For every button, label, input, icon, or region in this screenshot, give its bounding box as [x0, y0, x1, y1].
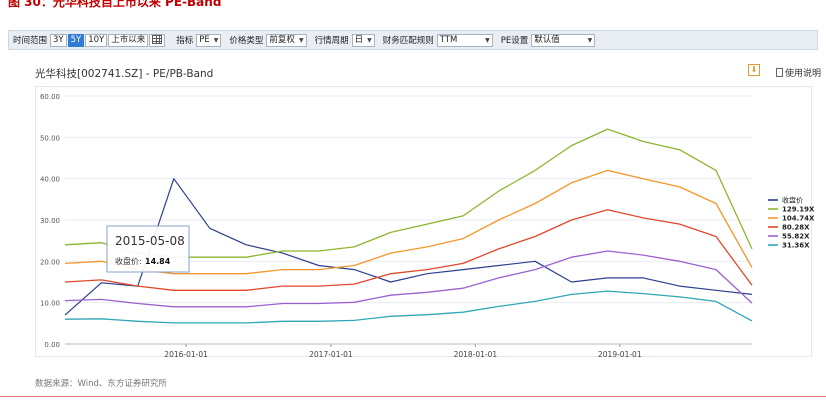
- chevron-down-icon: ▼: [587, 36, 593, 44]
- legend-label-3: 80.28X: [782, 224, 810, 232]
- chevron-down-icon: ▼: [367, 36, 372, 44]
- chart-title: 光华科技[002741.SZ] - PE/PB-Band: [35, 68, 214, 80]
- finance-rule-label: 财务匹配规则: [382, 36, 434, 46]
- indicator-select[interactable]: PE ▼: [196, 33, 222, 47]
- legend-label-2: 104.74X: [782, 215, 815, 223]
- indicator-label: 指标: [176, 36, 194, 46]
- x-tick-label: 2016-01-01: [164, 350, 208, 359]
- x-tick-label: 2018-01-01: [454, 350, 498, 359]
- y-tick-label: 40.00: [40, 176, 60, 184]
- series-line-2: [64, 169, 753, 275]
- pe-setting-select[interactable]: 默认值 ▼: [531, 33, 596, 47]
- time-range-label: 时间范围: [13, 36, 48, 46]
- legend-label-4: 55.82X: [782, 233, 810, 241]
- finance-rule-select[interactable]: TTM ▼: [436, 33, 493, 47]
- pe-setting-label: PE设置: [500, 36, 529, 46]
- tooltip-value: 14.84: [145, 257, 171, 266]
- range-3y-button[interactable]: 3Y: [50, 33, 67, 47]
- tooltip-date: 2015-05-08: [115, 234, 185, 248]
- chevron-down-icon: ▼: [213, 36, 219, 44]
- range-10y-button[interactable]: 10Y: [85, 33, 108, 47]
- plot-area: [35, 86, 812, 357]
- download-icon[interactable]: ⬇: [748, 64, 760, 76]
- period-select[interactable]: 日 ▼: [351, 33, 375, 47]
- range-5y-button[interactable]: 5Y: [67, 33, 85, 47]
- legend-label-0: 收盘价: [782, 196, 803, 205]
- period-value: 日: [354, 34, 364, 45]
- y-tick-label: 20.00: [40, 258, 60, 266]
- indicator-value: PE: [199, 34, 210, 45]
- period-label: 行情周期: [314, 36, 349, 46]
- help-label: 使用说明: [785, 69, 822, 79]
- series-line-3: [64, 209, 753, 291]
- tooltip-box: [106, 225, 190, 273]
- range-since-listing-button[interactable]: 上市以来: [108, 33, 149, 47]
- document-icon: [776, 68, 783, 77]
- tooltip-label: 收盘价:: [115, 256, 142, 266]
- x-tick-label: 2019-01-01: [598, 350, 642, 359]
- finance-rule-value: TTM: [439, 34, 458, 45]
- legend-label-5: 31.36X: [782, 242, 810, 250]
- source-note: 数据来源：Wind、东方证券研究所: [35, 379, 167, 389]
- series-line-0: [64, 178, 753, 316]
- chart-toolbar: 时间范围 3Y 5Y 10Y 上市以来 指标 PE ▼ 价格类型 前复权 ▼ 行情周…: [8, 30, 818, 50]
- y-tick-label: 50.00: [40, 134, 60, 142]
- table-grid-icon: [152, 34, 163, 44]
- chevron-down-icon: ▼: [485, 36, 490, 44]
- y-tick-label: 60.00: [40, 93, 60, 101]
- figure-title: 图 30：光华科技自上市以来 PE-Band: [8, 0, 222, 9]
- price-type-value: 前复权: [269, 34, 295, 45]
- y-tick-label: 30.00: [40, 217, 60, 225]
- y-tick-label: 0.00: [44, 341, 60, 349]
- price-type-select[interactable]: 前复权 ▼: [266, 33, 307, 47]
- series-line-4: [64, 250, 753, 308]
- series-line-5: [64, 290, 753, 324]
- y-tick-label: 10.00: [40, 300, 60, 308]
- legend-label-1: 129.19X: [782, 206, 815, 214]
- help-link[interactable]: 使用说明: [776, 66, 821, 79]
- pe-setting-value: 默认值: [534, 34, 560, 45]
- price-type-label: 价格类型: [229, 36, 264, 46]
- chevron-down-icon: ▼: [298, 36, 304, 44]
- bottom-divider: [0, 396, 826, 397]
- x-tick-label: 2017-01-01: [309, 350, 353, 359]
- table-view-button[interactable]: [149, 33, 166, 47]
